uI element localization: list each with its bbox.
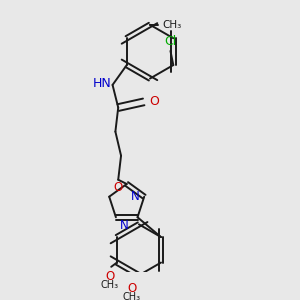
Text: O: O <box>127 282 136 296</box>
Text: O: O <box>113 181 123 194</box>
Text: CH₃: CH₃ <box>123 292 141 300</box>
Text: CH₃: CH₃ <box>101 280 119 290</box>
Text: N: N <box>131 190 140 203</box>
Text: CH₃: CH₃ <box>163 20 182 30</box>
Text: O: O <box>149 95 159 108</box>
Text: HN: HN <box>92 77 111 90</box>
Text: O: O <box>105 270 114 283</box>
Text: Cl: Cl <box>164 35 177 48</box>
Text: N: N <box>120 219 129 232</box>
